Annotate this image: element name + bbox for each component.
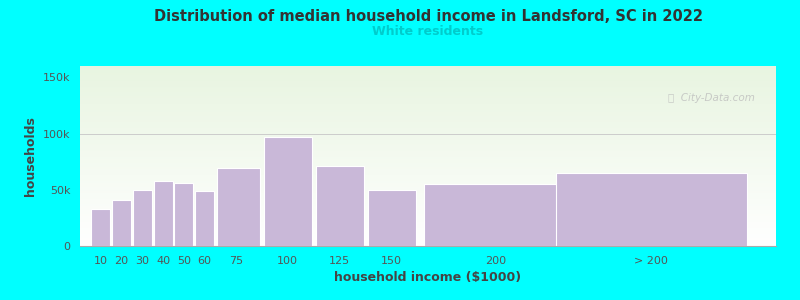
Bar	[112, 200, 131, 246]
Bar	[264, 137, 312, 246]
Bar	[316, 166, 363, 246]
Bar	[133, 190, 152, 246]
Text: ⓘ  City-Data.com: ⓘ City-Data.com	[668, 93, 755, 103]
Bar	[424, 184, 567, 246]
Bar	[154, 181, 173, 246]
Bar	[368, 190, 415, 246]
Title: White residents: White residents	[373, 26, 483, 38]
Bar	[217, 168, 260, 246]
Y-axis label: households: households	[24, 116, 38, 196]
Bar	[195, 191, 214, 246]
Bar	[556, 173, 747, 246]
Bar	[91, 209, 110, 246]
Text: Distribution of median household income in Landsford, SC in 2022: Distribution of median household income …	[154, 9, 702, 24]
Bar	[174, 183, 194, 246]
X-axis label: household income ($1000): household income ($1000)	[334, 271, 522, 284]
